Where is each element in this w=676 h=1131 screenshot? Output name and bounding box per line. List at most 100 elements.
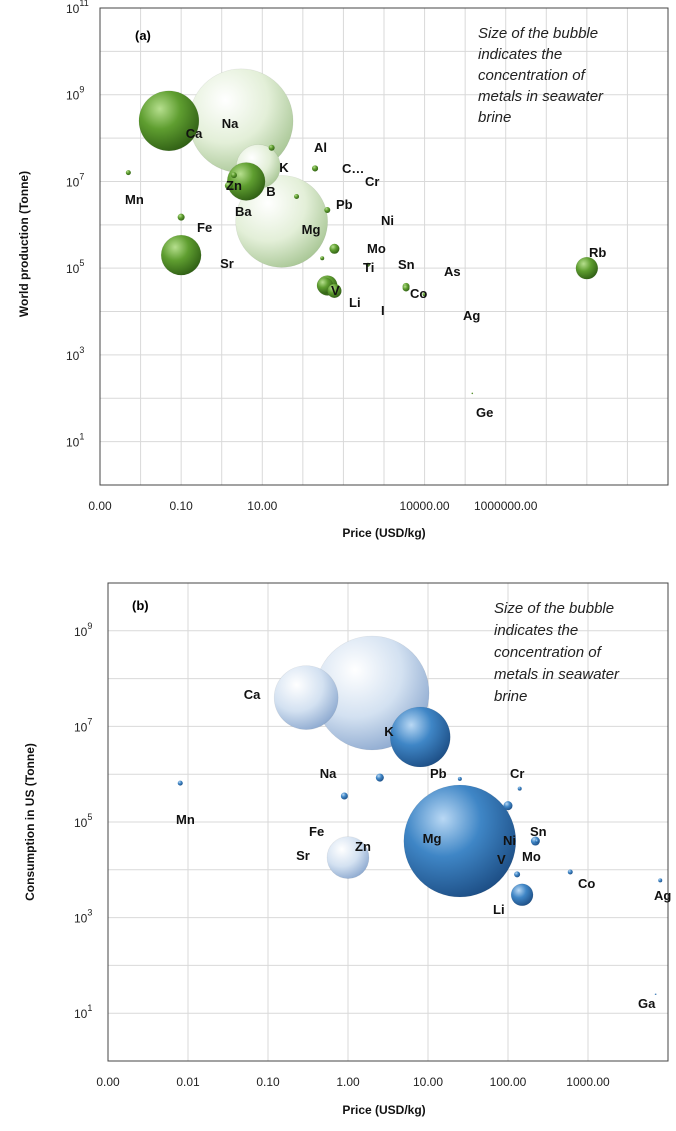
label-cr: Cr [510, 766, 524, 781]
label-k: K [384, 724, 394, 739]
panel-b-annotation-line: Size of the bubble [494, 600, 614, 617]
panel-a-annotation-line: indicates the [478, 46, 562, 63]
bubble-k [389, 706, 451, 768]
panel-b-y-tick-exponent: 3 [87, 908, 92, 918]
panel-a-y-tick-exponent: 7 [79, 171, 84, 181]
label-ca: Ca [186, 126, 203, 141]
bubble-ti [320, 256, 325, 261]
bubble-ca [138, 90, 200, 152]
label-mo: Mo [367, 241, 386, 256]
label-mg: Mg [302, 222, 321, 237]
panel-a-y-tick-label: 1011 [66, 0, 89, 16]
bubble-li [510, 883, 534, 907]
label-ni: Ni [381, 213, 394, 228]
label-ag: Ag [463, 308, 480, 323]
panel-a-x-tick-label: 0.10 [169, 499, 193, 513]
label-mn: Mn [176, 812, 195, 827]
label-ni: Ni [503, 833, 516, 848]
panel-b-annotation-line: indicates the [494, 622, 578, 639]
bubble-al [268, 144, 275, 151]
label-ti: Ti [363, 260, 374, 275]
label-sr: Sr [296, 848, 310, 863]
label-zn: Zn [355, 839, 371, 854]
label-pb: Pb [430, 766, 447, 781]
label-v: V [497, 852, 506, 867]
bubble-pb [294, 193, 300, 199]
panel-b-x-tick-label: 0.00 [96, 1075, 120, 1089]
label-mg: Mg [423, 831, 442, 846]
panel-a-annotation-line: Size of the bubble [478, 25, 598, 42]
label-co: Co [410, 286, 427, 301]
label-sr: Sr [220, 256, 234, 271]
label-pb: Pb [336, 197, 353, 212]
panel-a-x-tick-label: 1000000.00 [474, 499, 538, 513]
label-i: I [381, 303, 385, 318]
label-sn: Sn [530, 824, 547, 839]
bubble-cr [312, 165, 319, 172]
panel-a-y-tick-label: 101 [66, 432, 84, 450]
panel-a-x-ticks: 0.00 0.10 10.00 10000.00 1000000.00 [88, 499, 537, 513]
label-b: B [266, 184, 275, 199]
label-mo: Mo [522, 849, 541, 864]
label-mn: Mn [125, 192, 144, 207]
bubble-co [567, 869, 573, 875]
panel-b-y-tick-label: 109 [74, 621, 92, 639]
panel-b-y-tick-exponent: 9 [87, 621, 92, 631]
panel-a-y-tick-label: 107 [66, 171, 84, 189]
panel-a-x-tick-label: 0.00 [88, 499, 112, 513]
panel-a-y-tick-exponent: 1 [79, 432, 84, 442]
panel-b-annotation-line: concentration of [494, 644, 603, 661]
bubble-pb [457, 776, 462, 781]
panel-b-y-tick-label: 105 [74, 812, 92, 830]
bubble-ge [471, 392, 474, 395]
panel-b-label: (b) [132, 598, 149, 613]
panel-b-y-tick-exponent: 7 [87, 716, 92, 726]
panel-a-plot-area [99, 7, 669, 486]
panel-b-x-tick-label: 0.01 [176, 1075, 200, 1089]
label-rb: Rb [589, 245, 606, 260]
panel-a-y-tick-label: 105 [66, 258, 84, 276]
panel-b-x-tick-label: 10.00 [413, 1075, 443, 1089]
label-fe: Fe [309, 824, 324, 839]
panel-a-y-tick-label: 109 [66, 85, 84, 103]
panel-b-y-tick-exponent: 5 [87, 812, 92, 822]
bubble-b [226, 162, 266, 201]
panel-b-annotation-line: brine [494, 688, 527, 705]
panel-b-annotation-line: metals in seawater [494, 666, 620, 683]
bubble-ba [224, 181, 233, 190]
panel-a-x-axis-label: Price (USD/kg) [342, 526, 425, 540]
label-zn: Zn [226, 178, 242, 193]
panel-a-y-axis-label: World production (Tonne) [17, 171, 31, 317]
label-na: Na [222, 116, 239, 131]
label-ag: Ag [654, 888, 671, 903]
bubble-ag [658, 878, 663, 883]
label-as: As [444, 264, 461, 279]
panel-b-y-axis-label: Consumption in US (Tonne) [23, 743, 37, 901]
panel-a-y-tick-exponent: 3 [79, 345, 84, 355]
bubble-mo [329, 243, 340, 254]
bubble-zn [375, 773, 384, 782]
label-v: V [331, 283, 340, 298]
panel-b-annotation: Size of the bubble indicates the concentra… [494, 600, 620, 705]
panel-a-x-tick-label: 10.00 [247, 499, 277, 513]
panel-a-y-tick-exponent: 5 [79, 258, 84, 268]
panel-b-x-axis-label: Price (USD/kg) [342, 1103, 425, 1117]
panel-b-x-tick-label: 1.00 [336, 1075, 360, 1089]
panel-b-x-tick-label: 0.10 [256, 1075, 280, 1089]
bubble-mg [403, 784, 517, 898]
label-ba: Ba [235, 204, 252, 219]
panel-b-y-tick-label: 101 [74, 1003, 92, 1021]
panel-a-x-tick-label: 10000.00 [400, 499, 450, 513]
bubble-ag [422, 292, 427, 297]
bubble-ga [654, 993, 657, 995]
panel-a-label: (a) [135, 28, 151, 43]
panel-a-bubbles [125, 68, 599, 395]
bubble-ca [273, 665, 339, 730]
bubble-sn [365, 262, 370, 267]
panel-b-x-tick-label: 100.00 [490, 1075, 527, 1089]
bubble-co [402, 284, 410, 292]
bubble-mg [235, 175, 328, 268]
panel-a-annotation: Size of the bubble indicates the concentra… [478, 25, 604, 126]
